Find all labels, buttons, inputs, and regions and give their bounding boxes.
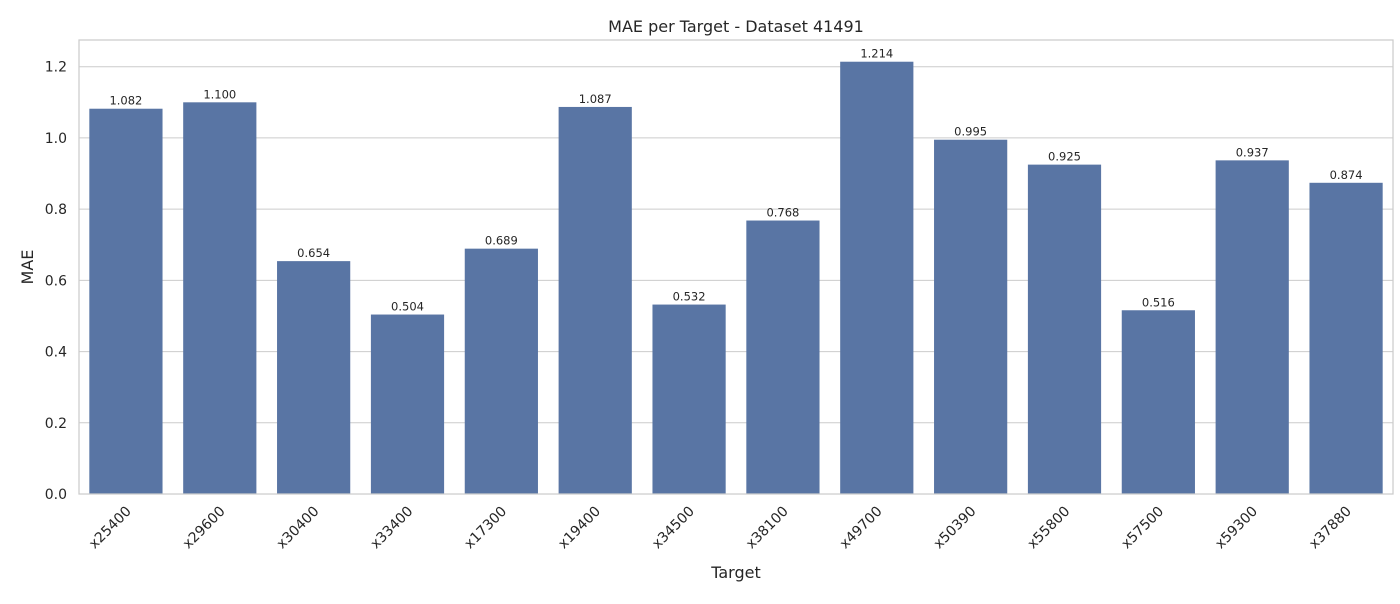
bar (464, 248, 538, 494)
y-tick-label: 1.0 (45, 131, 67, 147)
bar-value-label: 0.654 (297, 246, 330, 260)
x-tick-label: x55800 (1025, 504, 1074, 553)
x-axis-ticks: x25400 x29600 x30400 x33400 x17300 x19400 x345… (86, 504, 1355, 553)
y-axis-label: MAE (18, 250, 37, 285)
x-tick-label: x29600 (180, 504, 229, 553)
bar-value-label: 1.214 (860, 47, 893, 61)
bar (652, 304, 726, 494)
x-tick-label: x59300 (1212, 504, 1261, 553)
y-tick-label: 0.0 (45, 487, 67, 503)
bar (1027, 164, 1102, 495)
bar-value-label: 0.874 (1330, 168, 1363, 182)
x-tick-label: x25400 (86, 504, 135, 553)
bar-value-label: 0.516 (1142, 295, 1175, 309)
bar (934, 139, 1008, 494)
x-tick-label: x17300 (462, 504, 511, 553)
x-tick-label: x49700 (837, 504, 886, 553)
bar (1215, 160, 1289, 495)
x-tick-label: x38100 (743, 504, 792, 553)
bar (840, 61, 914, 494)
bar (277, 261, 351, 494)
grid-lines (79, 66, 1393, 495)
data-labels: 1.082 1.100 0.654 0.504 0.689 1.087 0.532 0.768… (109, 47, 1362, 314)
x-tick-label: x37880 (1306, 504, 1355, 553)
bar (183, 102, 257, 495)
x-tick-label: x30400 (274, 504, 323, 553)
y-axis-ticks: 0.0 0.2 0.4 0.6 0.8 1.0 1.2 (45, 60, 67, 503)
x-tick-label: x19400 (555, 504, 604, 553)
x-tick-label: x33400 (368, 504, 417, 553)
bar-value-label: 0.995 (954, 125, 987, 139)
bar (89, 108, 163, 494)
bar-value-label: 1.087 (579, 92, 612, 106)
bar (1309, 182, 1383, 494)
y-tick-label: 0.4 (45, 345, 67, 361)
bar-value-label: 0.504 (391, 300, 424, 314)
bar-value-label: 0.532 (673, 290, 706, 304)
x-axis-label: Target (710, 563, 761, 582)
y-tick-label: 1.2 (45, 60, 67, 76)
bar-value-label: 1.100 (203, 87, 236, 101)
bar-value-label: 1.082 (109, 94, 142, 108)
bar (1121, 310, 1195, 494)
plot-frame (78, 39, 1394, 495)
bar-value-label: 0.937 (1236, 145, 1269, 159)
y-tick-label: 0.8 (45, 202, 67, 218)
y-tick-label: 0.6 (45, 273, 67, 289)
bar-value-label: 0.689 (485, 234, 518, 248)
x-tick-label: x34500 (649, 504, 698, 553)
bar (558, 106, 632, 494)
x-tick-label: x57500 (1119, 504, 1168, 553)
y-tick-label: 0.2 (45, 416, 67, 432)
bar (370, 314, 445, 494)
bar-value-label: 0.925 (1048, 150, 1081, 164)
bar-value-label: 0.768 (766, 206, 799, 220)
bars (89, 61, 1383, 495)
bar (746, 220, 820, 494)
chart-title: MAE per Target - Dataset 41491 (608, 17, 864, 36)
x-tick-label: x50390 (931, 504, 980, 553)
